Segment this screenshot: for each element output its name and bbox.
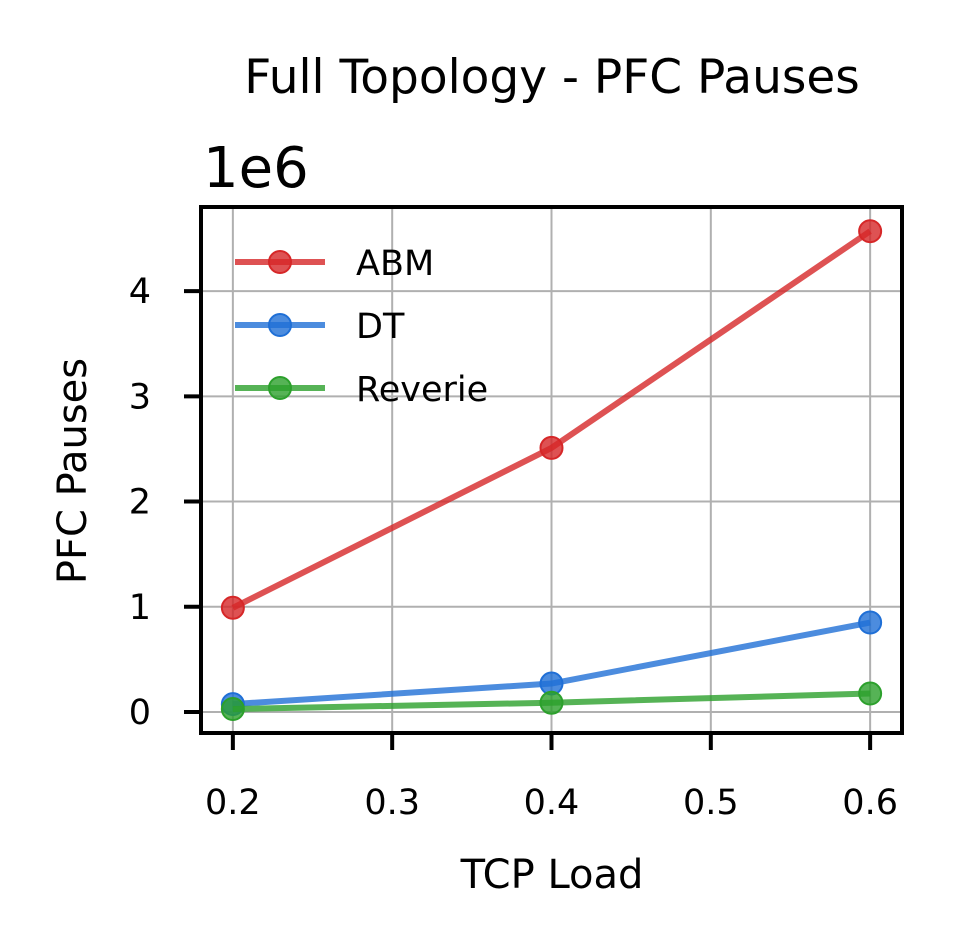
x-tick-label: 0.6 [842,783,898,823]
data-point-abm [539,435,564,460]
legend: ABM DT Reverie [235,244,488,410]
x-tick-label: 0.2 [205,783,261,823]
legend-label-reverie: Reverie [356,370,488,410]
chart-title: Full Topology - PFC Pauses [244,50,860,105]
x-tick-label: 0.5 [683,783,739,823]
y-axis-multiplier: 1e6 [203,136,309,201]
data-point-reverie [220,697,245,722]
data-point-reverie [858,681,883,706]
y-tick-label: 2 [129,483,151,523]
legend-marker-dt [268,313,292,337]
legend-marker-reverie [268,376,292,400]
x-axis-ticks: 0.2 0.3 0.4 0.5 0.6 [205,733,898,823]
data-point-abm [858,219,883,244]
data-point-dt [858,610,883,635]
y-tick-label: 3 [129,377,151,417]
data-point-abm [220,595,245,620]
x-axis-label: TCP Load [460,852,644,898]
x-tick-label: 0.4 [524,783,580,823]
legend-label-abm: ABM [356,244,434,284]
series-lines [220,219,883,722]
y-tick-label: 4 [129,272,151,312]
legend-label-dt: DT [356,307,405,347]
y-tick-label: 1 [129,588,151,628]
y-axis-label: PFC Pauses [50,358,96,584]
y-axis-ticks: 0 1 2 3 4 [129,272,201,733]
grid [201,207,902,733]
legend-marker-abm [268,250,292,274]
data-point-reverie [539,690,564,715]
y-tick-label: 0 [129,693,151,733]
x-tick-label: 0.3 [364,783,420,823]
